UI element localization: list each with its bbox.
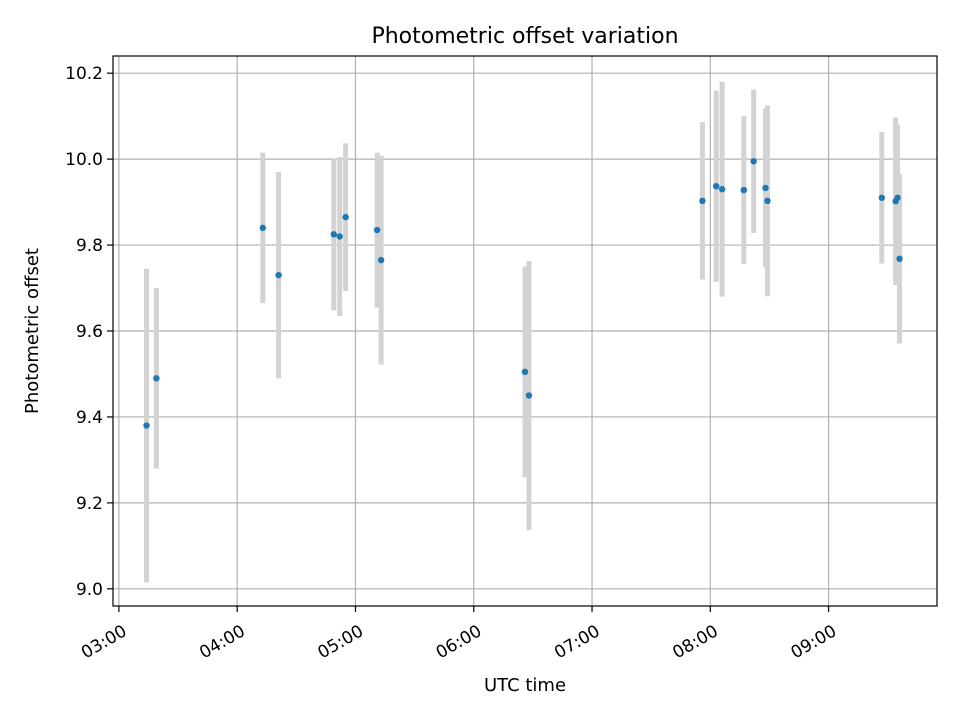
data-point	[336, 233, 343, 240]
data-point	[377, 256, 385, 264]
data-point	[762, 184, 769, 192]
y-tick-label: 9.0	[76, 580, 103, 600]
grid	[113, 56, 937, 606]
data-point	[342, 213, 349, 221]
x-tick-label: 04:00	[196, 621, 248, 663]
data-point	[750, 158, 757, 165]
y-axis: 9.0 9.2 9.4 9.6 9.8 10.0 10.2	[65, 64, 113, 600]
x-tick-label: 05:00	[315, 621, 367, 663]
y-tick-label: 9.4	[76, 408, 103, 428]
data-point	[896, 255, 903, 263]
chart-title: Photometric offset variation	[371, 24, 678, 49]
data-point	[373, 226, 381, 234]
x-tick-label: 06:00	[433, 621, 485, 663]
data-point	[878, 194, 886, 201]
x-tick-label: 07:00	[551, 621, 603, 663]
data-points	[143, 158, 903, 429]
data-point	[713, 182, 720, 190]
data-point	[525, 392, 533, 399]
data-point	[259, 224, 267, 232]
data-point	[153, 375, 160, 382]
data-point	[740, 186, 748, 194]
y-tick-label: 10.0	[65, 150, 103, 170]
data-point	[143, 422, 150, 429]
y-axis-label: Photometric offset	[22, 248, 43, 414]
x-tick-label: 03:00	[78, 621, 130, 663]
y-tick-label: 10.2	[65, 64, 103, 84]
data-point	[330, 231, 337, 238]
y-tick-label: 9.8	[76, 236, 103, 256]
data-point	[521, 368, 529, 376]
y-tick-label: 9.6	[76, 322, 103, 342]
y-tick-label: 9.2	[76, 494, 103, 514]
data-point	[764, 197, 771, 205]
data-point	[275, 271, 282, 279]
data-point	[718, 186, 726, 193]
data-point	[894, 194, 901, 201]
data-point	[699, 197, 706, 205]
x-tick-label: 09:00	[788, 621, 840, 663]
error-bars	[144, 81, 903, 583]
x-tick-label: 08:00	[669, 621, 721, 663]
x-axis-label: UTC time	[484, 675, 566, 696]
x-axis: 03:00 04:00 05:00 06:00 07:00 08:00 09:00	[78, 606, 840, 663]
